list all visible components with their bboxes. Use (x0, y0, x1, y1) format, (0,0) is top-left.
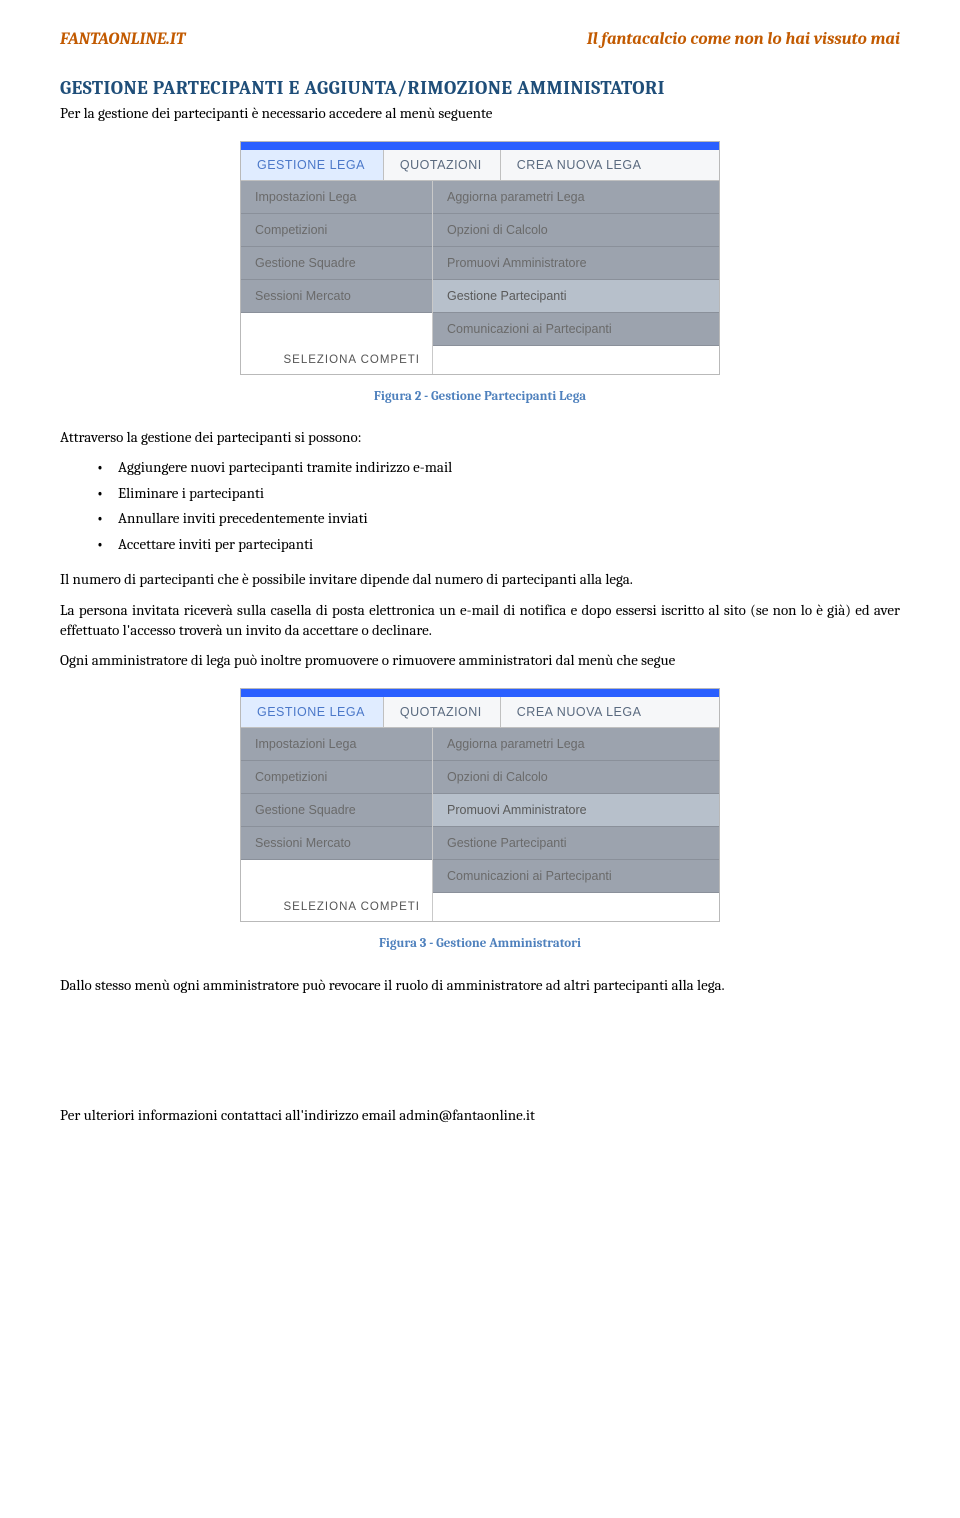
menu-item-gestione-squadre[interactable]: Gestione Squadre (241, 794, 432, 827)
menu-tabs: GESTIONE LEGA QUOTAZIONI CREA NUOVA LEGA (241, 697, 719, 728)
menu-right-column: Aggiorna parametri Lega Opzioni di Calco… (433, 181, 719, 346)
bullet-1: Aggiungere nuovi partecipanti tramite in… (96, 456, 900, 479)
menu-item-comunicazioni[interactable]: Comunicazioni ai Partecipanti (433, 860, 719, 893)
bullet-3: Annullare inviti precedentemente inviati (96, 507, 900, 530)
menu-item-gestione-partecipanti[interactable]: Gestione Partecipanti (433, 827, 719, 860)
menu-body: Impostazioni Lega Competizioni Gestione … (241, 181, 719, 346)
menu-spacer (241, 313, 432, 345)
figure-2: GESTIONE LEGA QUOTAZIONI CREA NUOVA LEGA… (60, 141, 900, 404)
tab-gestione-lega[interactable]: GESTIONE LEGA (241, 150, 384, 180)
menu-item-promuovi-admin[interactable]: Promuovi Amministratore (433, 247, 719, 280)
tab-quotazioni[interactable]: QUOTAZIONI (384, 150, 501, 180)
intro-line-2: Attraverso la gestione dei partecipanti … (60, 428, 900, 446)
paragraph-1: Il numero di partecipanti che è possibil… (60, 569, 900, 589)
paragraph-2: La persona invitata riceverà sulla casel… (60, 600, 900, 641)
bullet-2: Eliminare i partecipanti (96, 482, 900, 505)
menu-blue-bar (241, 689, 719, 697)
page-footer: Per ulteriori informazioni contattaci al… (60, 1106, 900, 1124)
menu-item-opzioni-calcolo[interactable]: Opzioni di Calcolo (433, 214, 719, 247)
menu-left-column: Impostazioni Lega Competizioni Gestione … (241, 728, 433, 893)
menu-item-gestione-partecipanti[interactable]: Gestione Partecipanti (433, 280, 719, 313)
menu-item-sessioni-mercato[interactable]: Sessioni Mercato (241, 827, 432, 860)
menu-body: Impostazioni Lega Competizioni Gestione … (241, 728, 719, 893)
document-header: FANTAONLINE.IT Il fantacalcio come non l… (60, 30, 900, 49)
menu-item-gestione-squadre[interactable]: Gestione Squadre (241, 247, 432, 280)
tab-crea-nuova-lega[interactable]: CREA NUOVA LEGA (501, 697, 719, 727)
menu-item-comunicazioni[interactable]: Comunicazioni ai Partecipanti (433, 313, 719, 346)
paragraph-3: Ogni amministratore di lega può inoltre … (60, 650, 900, 670)
menu-item-opzioni-calcolo[interactable]: Opzioni di Calcolo (433, 761, 719, 794)
bullet-4: Accettare inviti per partecipanti (96, 533, 900, 556)
site-tagline: Il fantacalcio come non lo hai vissuto m… (587, 30, 900, 49)
tab-quotazioni[interactable]: QUOTAZIONI (384, 697, 501, 727)
menu-item-impostazioni[interactable]: Impostazioni Lega (241, 181, 432, 214)
menu-left-column: Impostazioni Lega Competizioni Gestione … (241, 181, 433, 346)
menu-item-sessioni-mercato[interactable]: Sessioni Mercato (241, 280, 432, 313)
menu-blue-bar (241, 142, 719, 150)
menu-screenshot-1: GESTIONE LEGA QUOTAZIONI CREA NUOVA LEGA… (240, 141, 720, 347)
intro-paragraph: Per la gestione dei partecipanti è neces… (60, 103, 900, 123)
figure-3-caption: Figura 3 - Gestione Amministratori (379, 936, 581, 951)
figure-2-caption: Figura 2 - Gestione Partecipanti Lega (374, 389, 586, 404)
bullet-list: Aggiungere nuovi partecipanti tramite in… (96, 456, 900, 555)
site-name: FANTAONLINE.IT (60, 30, 185, 49)
menu-item-impostazioni[interactable]: Impostazioni Lega (241, 728, 432, 761)
menu-right-column: Aggiorna parametri Lega Opzioni di Calco… (433, 728, 719, 893)
menu-tabs: GESTIONE LEGA QUOTAZIONI CREA NUOVA LEGA (241, 150, 719, 181)
menu-item-aggiorna-parametri[interactable]: Aggiorna parametri Lega (433, 728, 719, 761)
menu-bottom-label: SELEZIONA COMPETI (241, 346, 433, 374)
tab-crea-nuova-lega[interactable]: CREA NUOVA LEGA (501, 150, 719, 180)
menu-bottom-blank (433, 346, 719, 374)
menu-item-promuovi-admin[interactable]: Promuovi Amministratore (433, 794, 719, 827)
menu-bottom-blank (433, 893, 719, 921)
menu-item-aggiorna-parametri[interactable]: Aggiorna parametri Lega (433, 181, 719, 214)
section-title: GESTIONE PARTECIPANTI E AGGIUNTA/RIMOZIO… (60, 77, 900, 99)
paragraph-4: Dallo stesso menù ogni amministratore pu… (60, 975, 900, 995)
menu-spacer (241, 860, 432, 892)
menu-screenshot-2: GESTIONE LEGA QUOTAZIONI CREA NUOVA LEGA… (240, 688, 720, 894)
tab-gestione-lega[interactable]: GESTIONE LEGA (241, 697, 384, 727)
menu-item-competizioni[interactable]: Competizioni (241, 761, 432, 794)
menu-bottom-label: SELEZIONA COMPETI (241, 893, 433, 921)
menu-item-competizioni[interactable]: Competizioni (241, 214, 432, 247)
figure-3: GESTIONE LEGA QUOTAZIONI CREA NUOVA LEGA… (60, 688, 900, 951)
